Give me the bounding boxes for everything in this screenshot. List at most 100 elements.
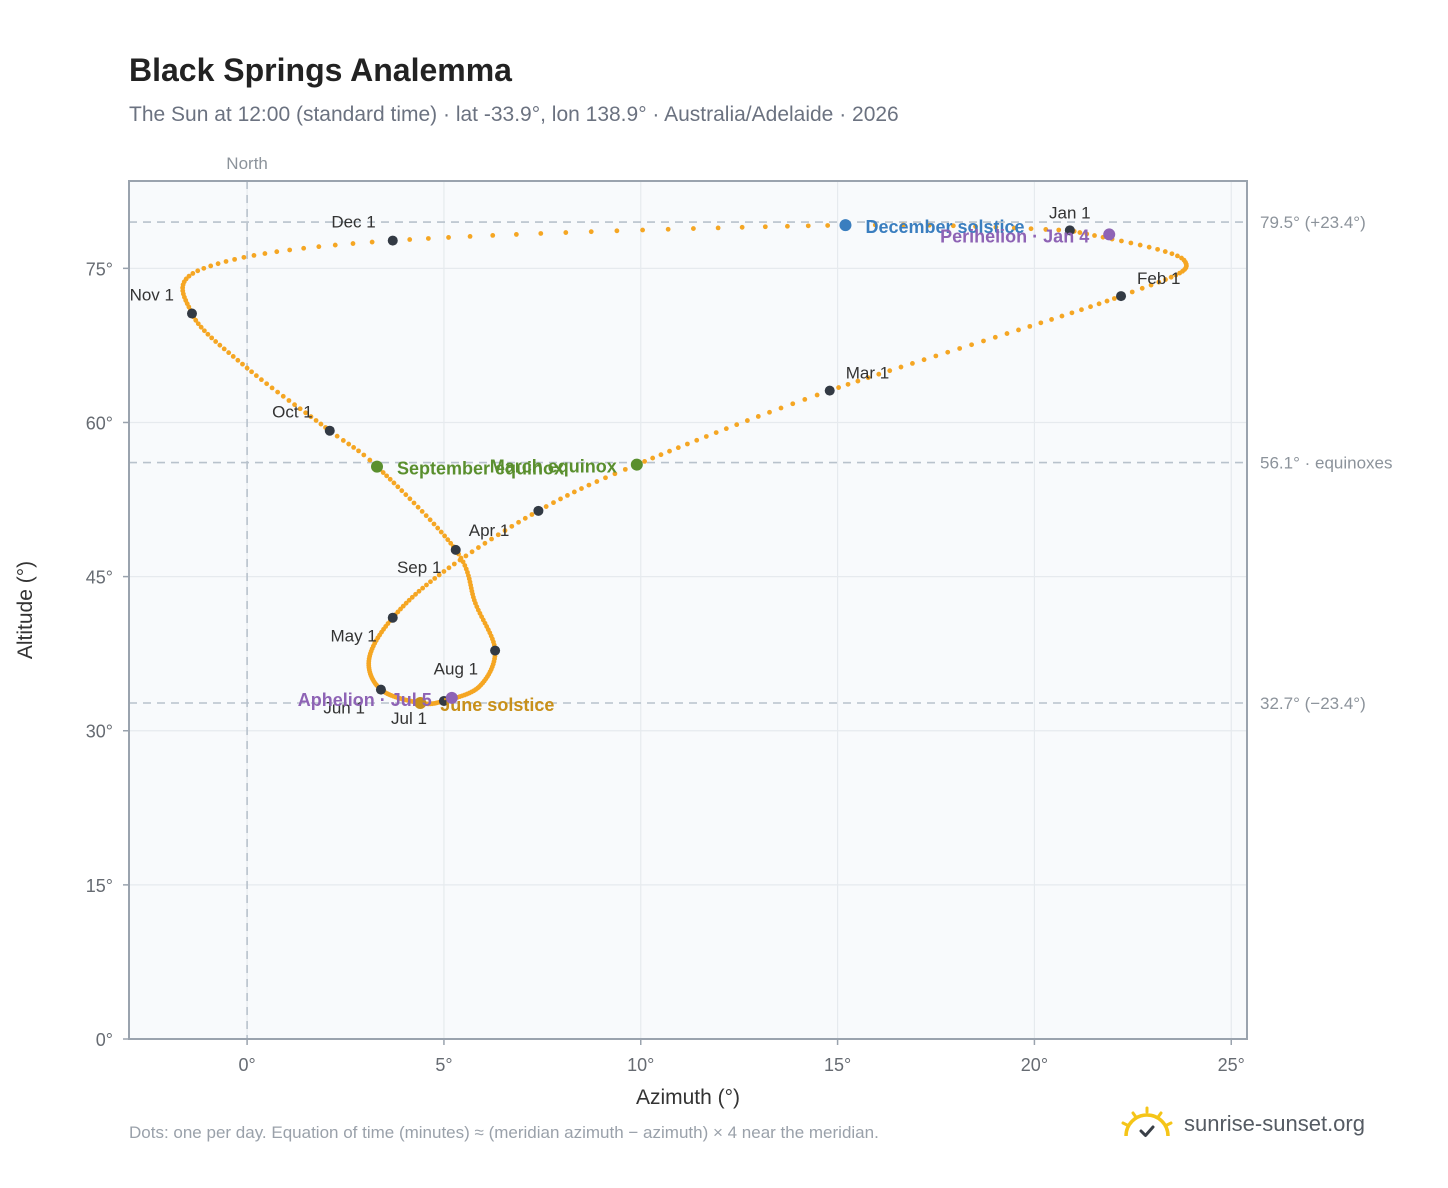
daily-sun-dot: [411, 500, 417, 506]
daily-sun-dot: [586, 482, 592, 488]
daily-sun-dot: [778, 405, 784, 411]
daily-sun-dot: [1175, 253, 1180, 259]
daily-sun-dot: [463, 553, 469, 559]
daily-sun-dot: [280, 393, 286, 399]
daily-sun-dot: [1038, 320, 1044, 326]
daily-sun-dot: [367, 457, 373, 463]
daily-sun-dot: [395, 484, 401, 490]
daily-sun-dot: [346, 441, 352, 447]
daily-sun-dot: [1169, 251, 1175, 257]
daily-sun-dot: [715, 225, 721, 231]
daily-sun-dot: [425, 236, 431, 241]
brand-logo[interactable]: sunrise-sunset.org: [1120, 1102, 1365, 1146]
month-marker-dot: [387, 235, 398, 246]
daily-sun-dot: [1088, 304, 1093, 310]
daily-sun-dot: [275, 389, 281, 395]
axis-ticks: 0° 5° 10° 15° 20° 25° 0° 15° 30° 45° 60° 75°: [86, 259, 1245, 1075]
daily-sun-dot: [921, 357, 927, 363]
reference-lines: North 79.5° (+23.4°) 56.1° · equinoxes 32.7…: [129, 154, 1393, 1039]
daily-sun-dot: [209, 335, 215, 341]
daily-sun-dot: [1092, 233, 1097, 238]
daily-sun-dot: [446, 565, 452, 571]
daily-sun-dot: [1129, 289, 1135, 295]
daily-sun-dot: [221, 346, 227, 352]
north-label: North: [226, 154, 268, 173]
daily-sun-dot: [413, 591, 418, 597]
daily-sun-dot: [563, 230, 569, 235]
daily-sun-dot: [703, 434, 709, 439]
daily-sun-dot: [945, 349, 951, 355]
daily-sun-dot: [438, 529, 444, 535]
y-axis-title: Altitude (°): [14, 561, 37, 659]
month-marker-dot: [533, 505, 544, 516]
y-tick-label: 75°: [86, 259, 113, 279]
daily-sun-dot: [1148, 282, 1154, 288]
daily-sun-dot: [403, 492, 409, 498]
daily-sun-dot: [334, 433, 340, 439]
daily-sun-dot: [876, 371, 882, 377]
daily-sun-dot: [933, 353, 939, 359]
daily-sun-dot: [350, 241, 356, 246]
daily-sun-dot: [356, 448, 361, 454]
event-marker-dot: [414, 696, 427, 709]
daily-sun-dot: [442, 533, 447, 539]
daily-sun-dot: [767, 409, 772, 415]
daily-sun-dot: [428, 579, 433, 585]
daily-sun-dot: [445, 537, 451, 543]
daily-sun-dot: [318, 421, 324, 427]
event-label: December solstice: [865, 217, 1024, 237]
month-marker-dot: [490, 645, 501, 656]
brand-name: sunrise-sunset.org: [1184, 1111, 1365, 1136]
month-label: Dec 1: [331, 213, 375, 232]
daily-sun-dot: [286, 398, 292, 403]
x-axis-title: Azimuth (°): [636, 1086, 740, 1109]
daily-sun-dot: [910, 360, 915, 366]
daily-sun-dot: [529, 512, 535, 517]
daily-sun-dot: [588, 229, 594, 235]
event-label: Perihelion · Jan 4: [940, 226, 1089, 246]
daily-sun-dot: [458, 555, 464, 561]
daily-sun-dot: [723, 426, 729, 432]
event-marker-dot: [1103, 228, 1116, 241]
daily-sun-dot: [419, 509, 425, 514]
daily-sun-dot: [431, 521, 437, 527]
daily-sun-dot: [213, 339, 219, 344]
daily-sun-dot: [992, 334, 998, 340]
daily-sun-dot: [332, 242, 338, 248]
month-label: Nov 1: [130, 286, 174, 305]
daily-sun-dot: [551, 500, 556, 506]
daily-sun-dot: [432, 575, 438, 581]
daily-sun-dot: [1059, 313, 1065, 319]
daily-sun-dot: [308, 414, 314, 420]
daily-sun-dot: [441, 569, 447, 574]
y-tick-label: 30°: [86, 722, 113, 742]
daily-sun-dot: [538, 231, 544, 236]
daily-sun-dot: [340, 438, 346, 443]
daily-sun-dot: [249, 369, 254, 375]
event-marker-dot: [371, 460, 384, 473]
daily-sun-dot: [195, 268, 201, 274]
daily-sun-dot: [785, 223, 790, 229]
daily-sun-dot: [201, 265, 207, 271]
daily-sun-dot: [713, 430, 719, 435]
daily-sun-dot: [223, 259, 229, 264]
daily-sun-dot: [195, 321, 201, 327]
daily-sun-dot: [406, 597, 412, 603]
daily-sun-dot: [1043, 227, 1049, 232]
daily-sun-dot: [1146, 244, 1152, 250]
daily-sun-dot: [665, 226, 671, 232]
plot-frame: [128, 180, 1248, 1040]
month-marker-dot: [324, 425, 335, 436]
daily-sun-dot: [594, 479, 600, 484]
daily-sun-dot: [865, 375, 871, 381]
daily-sun-dot: [658, 452, 664, 458]
month-marker-dot: [450, 544, 461, 555]
x-tick-label: 5°: [435, 1055, 452, 1075]
daily-sun-dot: [262, 251, 268, 256]
daily-sun-dot: [690, 226, 696, 231]
daily-sun-dot: [805, 223, 811, 229]
daily-sun-dot: [407, 496, 413, 502]
daily-sun-dot: [361, 452, 367, 458]
altitude-reference-label: 79.5° (+23.4°): [1260, 213, 1366, 232]
daily-sun-dot: [744, 418, 750, 423]
